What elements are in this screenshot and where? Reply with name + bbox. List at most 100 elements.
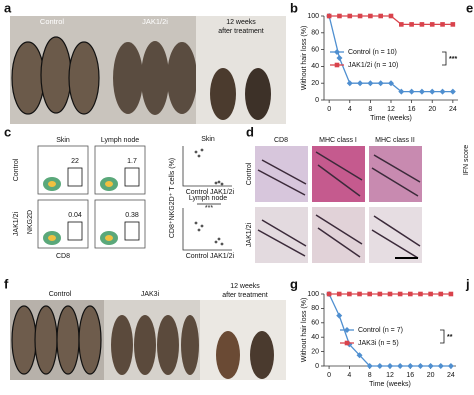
point: [397, 363, 404, 369]
legend-marker: [344, 327, 350, 333]
panel-label: e: [466, 0, 473, 15]
panel-label: g: [290, 276, 298, 291]
x-tick-label: 8: [368, 106, 372, 113]
point: [429, 88, 436, 95]
point: [418, 88, 425, 95]
point: [357, 13, 363, 19]
photo: [196, 16, 286, 124]
axis-label: NKG2D: [27, 210, 34, 234]
mice: [11, 305, 102, 375]
x-tick-label: 4: [348, 106, 352, 113]
gate-value: 0.04: [68, 212, 82, 219]
axis: [323, 16, 458, 101]
axis-label: CD8: [56, 253, 70, 260]
photo: [200, 300, 286, 380]
y-tick-label: 0: [315, 363, 319, 370]
point: [367, 80, 374, 87]
mouse: [245, 68, 271, 120]
column-label: Lymph node: [101, 137, 139, 144]
row-label: JAK1/2i: [13, 211, 20, 236]
y-tick-label: 60: [311, 320, 319, 327]
flow-density: [43, 177, 118, 245]
point: [387, 291, 393, 297]
point: [427, 363, 434, 369]
point: [428, 291, 433, 297]
gate: [67, 167, 140, 241]
point: [387, 363, 393, 369]
y-tick-label: 20: [311, 80, 319, 87]
hair-follicles: [257, 151, 421, 259]
point: [368, 13, 373, 19]
mice: [11, 36, 100, 115]
dot-axes: [182, 146, 232, 251]
x-label: Control: [186, 253, 209, 260]
point: [429, 22, 435, 27]
point: [326, 291, 332, 297]
photo-caption: after treatment: [222, 292, 268, 299]
legend-label: Control (n = 7): [358, 327, 403, 334]
significance: ***: [205, 205, 213, 212]
mouse: [210, 68, 236, 120]
photo-caption: Control: [49, 291, 72, 298]
x-tick-label: 24: [447, 372, 455, 379]
point: [357, 291, 362, 297]
x-label: JAK1/2i: [210, 189, 235, 196]
point: [419, 22, 425, 27]
mice: [111, 315, 199, 375]
panel-label: j: [465, 276, 470, 291]
point: [377, 80, 384, 87]
point: [438, 291, 444, 297]
row-label: JAK1/2i: [246, 222, 253, 247]
point: [336, 291, 342, 297]
x-tick-label: 12: [386, 372, 394, 379]
column-label: MHC class II: [375, 137, 415, 144]
y-axis-label: Without hair loss (%): [301, 298, 308, 363]
point: [378, 13, 383, 19]
point: [326, 13, 332, 19]
legend-marker: [334, 49, 340, 55]
point: [408, 88, 415, 95]
row-label: Control: [246, 162, 253, 185]
significance: ***: [449, 56, 457, 63]
point: [449, 88, 456, 95]
point: [447, 363, 454, 369]
y-tick-label: 40: [311, 63, 319, 70]
point: [388, 13, 394, 19]
gate-value: 1.7: [127, 158, 137, 165]
photo-caption: JAK3i: [141, 291, 160, 298]
point: [399, 22, 404, 27]
panel-label: f: [4, 276, 9, 291]
significance: **: [447, 334, 453, 341]
y-axis-label: Without hair loss (%): [301, 26, 308, 91]
point: [409, 22, 414, 27]
point: [407, 363, 414, 369]
y-tick-label: 0: [315, 97, 319, 104]
point: [377, 291, 383, 297]
x-tick-label: 24: [449, 106, 457, 113]
point: [347, 13, 353, 19]
point: [366, 363, 373, 369]
panel-label: d: [246, 124, 254, 139]
point: [408, 291, 413, 297]
point: [346, 80, 353, 87]
axis-label: CD8⁺NKG2D⁺ T cells (%): [169, 158, 176, 238]
x-tick-label: 0: [327, 106, 331, 113]
y-tick-label: 100: [307, 13, 319, 20]
y-tick-label: 80: [311, 305, 319, 312]
gate-value: 22: [71, 158, 79, 165]
point: [388, 80, 394, 87]
y-tick-label: 60: [311, 46, 319, 53]
x-tick-label: 12: [387, 106, 395, 113]
point: [336, 312, 343, 319]
photo-caption: JAK1/2i: [142, 17, 168, 26]
x-tick-label: 20: [427, 372, 435, 379]
photo-caption: 12 weeks: [230, 283, 260, 290]
y-tick-label: 20: [311, 348, 319, 355]
point: [336, 55, 343, 61]
point: [347, 291, 352, 297]
y-tick-label: 100: [307, 291, 319, 298]
point: [417, 363, 424, 369]
column-label: CD8: [274, 137, 288, 144]
column-label: Skin: [56, 137, 70, 144]
